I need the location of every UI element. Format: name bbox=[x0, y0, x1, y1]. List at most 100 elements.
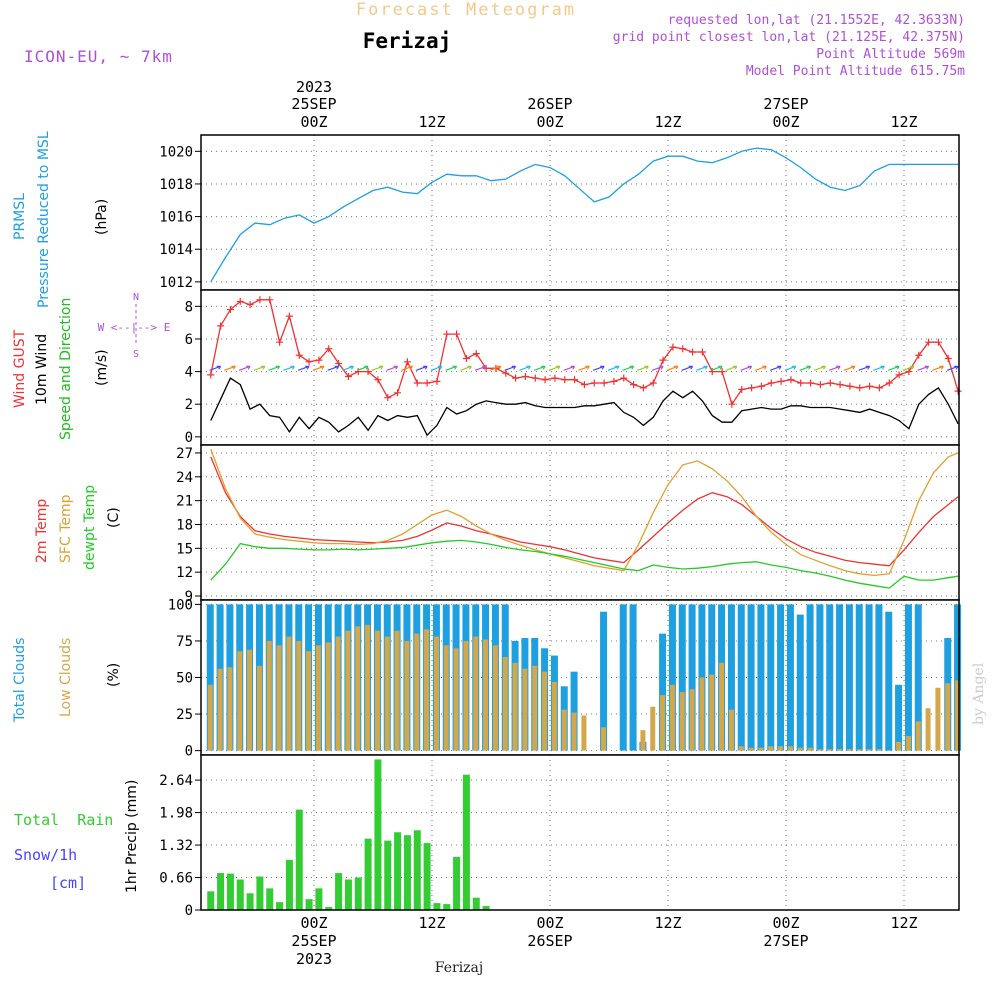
low-cloud-bar bbox=[679, 692, 685, 751]
gust-marker bbox=[610, 377, 618, 385]
low-cloud-bar bbox=[758, 747, 764, 751]
wind-direction-arrow bbox=[710, 365, 723, 371]
gust-marker bbox=[502, 369, 510, 377]
rain-bar bbox=[285, 859, 293, 910]
rain-bar bbox=[433, 903, 441, 910]
panel-4: 0 0.66 1.32 1.98 2.64 bbox=[159, 754, 960, 919]
low-cloud-bar bbox=[374, 630, 380, 751]
wind-direction-arrow bbox=[327, 365, 340, 371]
wind-direction-arrow bbox=[578, 365, 590, 371]
gust-marker bbox=[364, 368, 372, 376]
low-cloud-label: Low Clouds bbox=[58, 638, 74, 717]
wind-direction-arrow bbox=[548, 365, 561, 371]
wind-direction-arrow bbox=[814, 365, 826, 371]
y-tick-label: 18 bbox=[176, 517, 193, 533]
series-line-prmsl bbox=[210, 147, 959, 283]
sfc-label: SFC Temp bbox=[58, 494, 74, 563]
total-cloud-bar bbox=[786, 604, 794, 751]
wind-direction-arrow bbox=[563, 365, 576, 371]
pressure-label-line: Pressure Reduced to MSL bbox=[36, 131, 52, 308]
low-cloud-bar bbox=[325, 642, 331, 751]
direction-label: Speed and Direction bbox=[58, 298, 74, 440]
low-cloud-bar bbox=[394, 630, 400, 751]
y-tick-label: 15 bbox=[176, 541, 193, 557]
gust-marker bbox=[226, 306, 234, 314]
gust-marker bbox=[816, 381, 824, 389]
gust-marker bbox=[856, 384, 864, 392]
total-cloud-bar bbox=[678, 604, 686, 751]
total-cloud-bar bbox=[629, 604, 637, 751]
bottom-date-label: 26SEP bbox=[527, 932, 572, 950]
top-time-tick: 12Z bbox=[890, 113, 917, 131]
gust-marker bbox=[246, 301, 254, 309]
low-cloud-bar bbox=[365, 624, 371, 751]
wind-direction-arrow bbox=[917, 365, 930, 371]
low-cloud-bar bbox=[601, 727, 607, 751]
y-tick-label: 75 bbox=[176, 634, 193, 650]
gust-marker bbox=[315, 356, 323, 364]
low-cloud-bar bbox=[384, 636, 390, 751]
wind-direction-arrow bbox=[401, 365, 413, 371]
total-cloud-bar bbox=[619, 604, 627, 751]
low-cloud-bar bbox=[955, 680, 961, 751]
rain-bar bbox=[453, 856, 461, 910]
gust-marker bbox=[256, 296, 264, 304]
y-tick-label: 1020 bbox=[159, 144, 193, 160]
rain-bar bbox=[354, 877, 362, 910]
low-cloud-bar bbox=[846, 749, 852, 751]
low-cloud-bar bbox=[276, 645, 282, 751]
gust-marker bbox=[797, 379, 805, 387]
panel-background bbox=[201, 755, 959, 910]
total-cloud-bar bbox=[875, 604, 883, 751]
rain-bar bbox=[394, 832, 402, 910]
y-tick-label: 1.32 bbox=[159, 838, 193, 854]
gust-marker bbox=[354, 368, 362, 376]
gust-marker bbox=[689, 348, 697, 356]
wind-direction-arrow bbox=[460, 365, 472, 371]
rain-bar bbox=[305, 899, 313, 910]
low-cloud-bar bbox=[207, 684, 213, 751]
y-tick-label: 21 bbox=[176, 494, 193, 510]
y-tick-label: 1018 bbox=[159, 177, 193, 193]
rain-bar bbox=[403, 835, 411, 910]
gust-marker bbox=[944, 355, 952, 363]
wind-direction-arrow bbox=[386, 365, 399, 371]
series-line-10m-wind bbox=[210, 377, 959, 437]
bottom-time-tick: 12Z bbox=[654, 914, 681, 932]
low-cloud-bar bbox=[905, 735, 911, 751]
gust-marker bbox=[600, 379, 608, 387]
rain-bar bbox=[256, 876, 264, 910]
cloud-panel-labels: Total Clouds Low Clouds (%) bbox=[12, 638, 122, 723]
gust-marker bbox=[698, 348, 706, 356]
pressure-label-line: PRMSL bbox=[12, 193, 28, 240]
top-time-tick: 12Z bbox=[654, 113, 681, 131]
low-cloud-bar bbox=[335, 636, 341, 751]
total-cloud-bar bbox=[914, 604, 922, 751]
rain-bar bbox=[266, 888, 274, 910]
wind-direction-arrow bbox=[533, 365, 546, 371]
top-date-label: 25SEP bbox=[291, 95, 336, 113]
gust-marker bbox=[925, 338, 933, 346]
total-cloud-bar bbox=[845, 604, 853, 751]
wind-direction-arrow bbox=[651, 365, 664, 371]
rain-bar bbox=[315, 888, 323, 910]
low-cloud-bar bbox=[237, 651, 243, 751]
y-tick-label: 0 bbox=[185, 744, 193, 760]
wind-direction-arrow bbox=[253, 365, 266, 371]
y-tick-label: 0 bbox=[185, 903, 193, 919]
low-cloud-bar bbox=[669, 684, 675, 751]
wind-direction-arrow bbox=[828, 365, 841, 371]
low-cloud-bar bbox=[807, 747, 813, 751]
series-line-sfc-temp bbox=[210, 448, 959, 577]
gust-marker bbox=[787, 376, 795, 384]
gust-marker bbox=[679, 345, 687, 353]
footer-location: Ferizaj bbox=[435, 960, 483, 976]
gust-marker bbox=[443, 330, 451, 338]
rain-bar bbox=[423, 843, 431, 910]
wind-direction-arrow bbox=[312, 365, 325, 371]
rain-bar bbox=[246, 893, 254, 910]
panel-frame bbox=[200, 754, 960, 911]
low-cloud-bar bbox=[571, 712, 577, 751]
gust-marker bbox=[217, 322, 225, 330]
